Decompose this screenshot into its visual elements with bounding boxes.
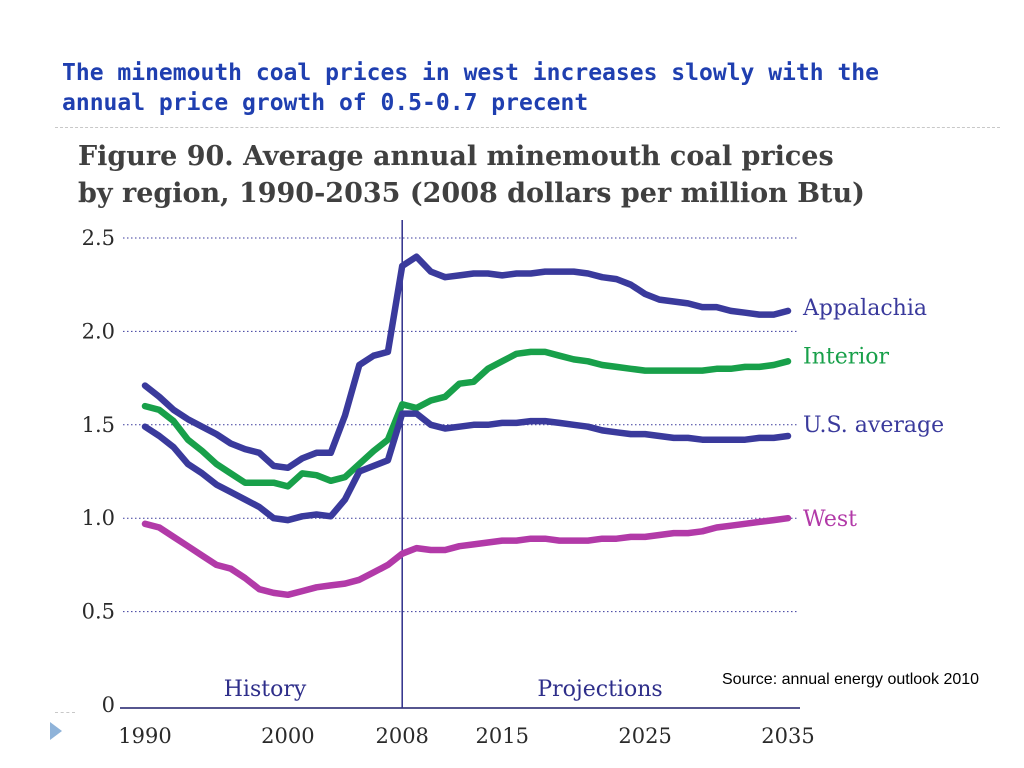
series-label-interior: Interior (803, 344, 890, 369)
x-tick-label: 2015 (475, 724, 528, 748)
footer-divider (55, 712, 75, 713)
y-tick-label: 1.0 (82, 506, 115, 530)
y-tick-label: 1.5 (82, 413, 115, 437)
title-divider (55, 127, 1000, 128)
x-tick-label: 2025 (618, 724, 671, 748)
chart-title-line-2: by region, 1990-2035 (2008 dollars per m… (78, 178, 865, 209)
axes: 0 0.5 1.0 1.5 2.0 2.5 1990 2000 2008 2015 2025 2035 (82, 220, 815, 748)
y-tick-label: 2.0 (82, 319, 115, 343)
series-line-interior (141, 348, 792, 490)
triangle-arrow-icon (50, 722, 62, 740)
chart-title-line-1: Figure 90. Average annual minemouth coal… (78, 141, 834, 172)
y-tick-label: 2.5 (82, 226, 115, 250)
series-label-appalachia: Appalachia (802, 296, 927, 321)
x-tick-label: 1990 (118, 724, 171, 748)
x-tick-label: 2000 (261, 724, 314, 748)
y-tick-label: 0.5 (82, 600, 115, 624)
history-label: History (224, 677, 307, 702)
series-labels: Appalachia Interior U.S. average West (802, 296, 944, 532)
series-label-u-s-average: U.S. average (803, 413, 944, 438)
series-lines (141, 253, 792, 599)
x-tick-label: 2035 (761, 724, 814, 748)
slide-title: The minemouth coal prices in west increa… (62, 60, 879, 116)
source-note: Source: annual energy outlook 2010 (722, 671, 980, 688)
y-tick-label: 0 (102, 693, 115, 717)
series-line-appalachia (141, 253, 792, 472)
series-line-west (141, 514, 792, 599)
projections-label: Projections (537, 677, 662, 702)
series-line-u-s-average (141, 410, 792, 524)
series-label-west: West (803, 507, 857, 532)
x-tick-label: 2008 (375, 724, 428, 748)
